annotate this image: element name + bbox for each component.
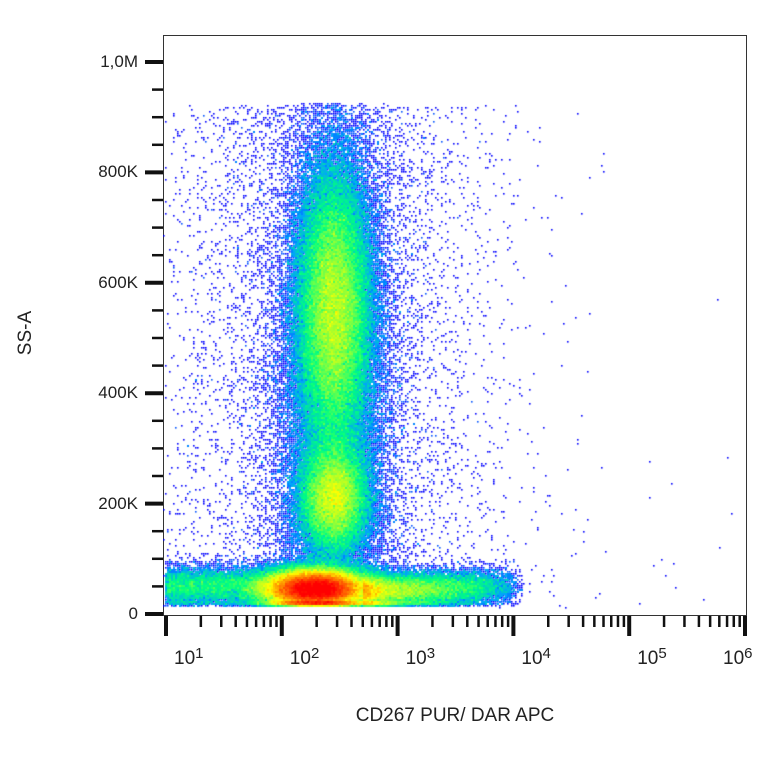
- x-tick-base: 10: [723, 648, 745, 669]
- x-tick-base: 10: [405, 648, 427, 669]
- x-tick-base: 10: [289, 648, 311, 669]
- x-tick-exponent: 5: [658, 645, 667, 662]
- y-tick-label: 200K: [98, 493, 138, 513]
- x-tick-exponent: 2: [310, 645, 320, 662]
- x-tick-exponent: 3: [426, 645, 436, 662]
- x-tick-base: 10: [521, 648, 543, 669]
- y-tick-label: 800K: [98, 162, 138, 182]
- x-tick-label: 103: [405, 645, 436, 670]
- x-tick-exponent: 4: [542, 645, 551, 662]
- x-tick-exponent: 6: [744, 645, 753, 662]
- density-plot-area: [163, 35, 747, 616]
- x-axis-title: CD267 PUR/ DAR APC: [355, 705, 555, 726]
- y-tick-label: 600K: [98, 272, 138, 292]
- x-tick-label: 101: [174, 645, 204, 670]
- y-tick-label: 400K: [98, 383, 138, 403]
- x-tick-label: 102: [289, 645, 320, 670]
- x-tick-label: 104: [521, 645, 551, 670]
- x-tick-exponent: 1: [195, 645, 204, 662]
- x-tick-base: 10: [174, 648, 196, 669]
- y-axis-title: SS-A: [15, 310, 36, 356]
- y-tick-label: 0: [128, 604, 138, 623]
- x-tick-base: 10: [637, 648, 659, 669]
- x-tick-label: 106: [723, 645, 753, 670]
- y-tick-label: 1,0M: [100, 52, 138, 71]
- x-tick-label: 105: [637, 645, 667, 670]
